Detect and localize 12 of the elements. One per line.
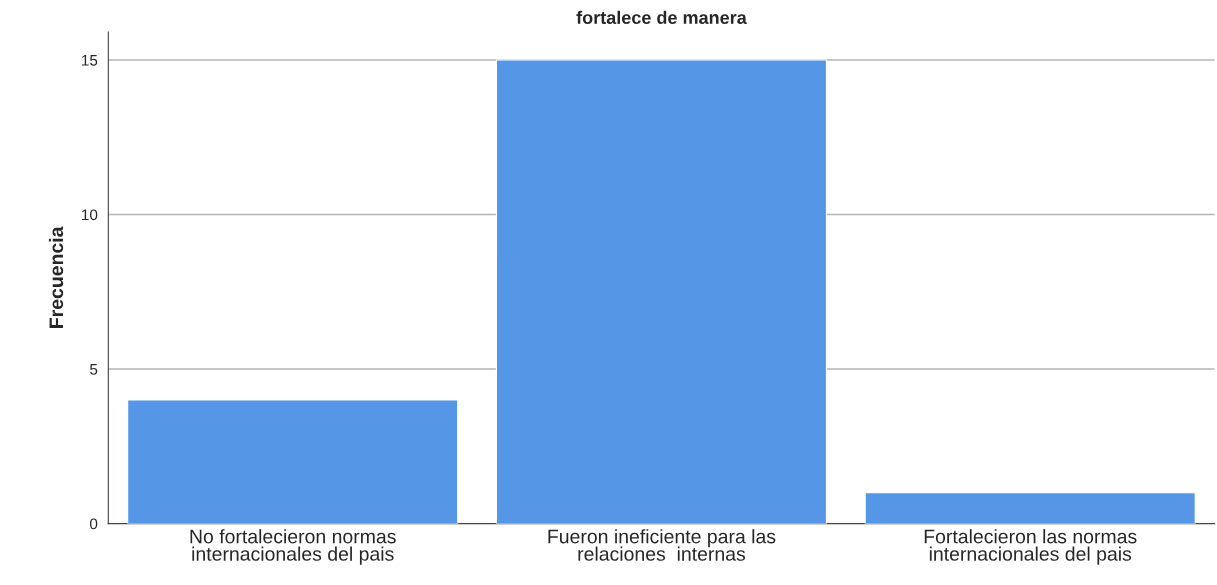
y-axis-title: Frecuencia — [48, 226, 64, 328]
x-tick-label: No fortalecieron normas internacionales del pais — [190, 529, 396, 565]
y-tick-label: 0 — [90, 518, 98, 530]
bar — [864, 492, 1196, 524]
x-tick-label: Fortalecieron las normas internacionales del pais — [924, 529, 1137, 565]
y-tick-label: 15 — [82, 55, 98, 66]
y-tick-label: 10 — [82, 209, 98, 221]
y-tick-label: 5 — [90, 364, 98, 375]
chart-title: fortalece de manera — [576, 10, 747, 25]
bar — [127, 399, 459, 524]
x-tick-label: Fueron ineficiente para las relaciones internas — [548, 529, 776, 561]
bar — [495, 59, 828, 524]
